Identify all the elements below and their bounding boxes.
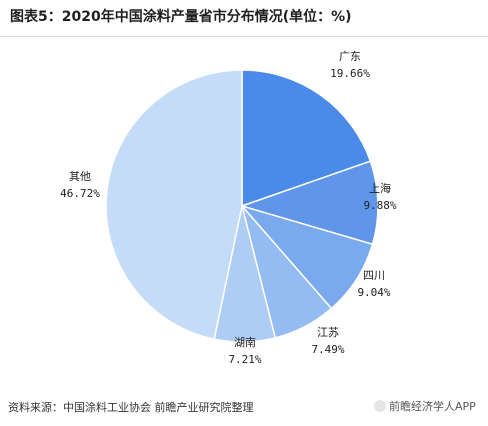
slice-label-2: 四川 [363, 269, 385, 282]
slice-value-5: 46.72% [60, 187, 100, 200]
pie-slices [105, 69, 379, 343]
watermark-label: 前瞻经济学人APP [389, 400, 476, 413]
source-note: 资料来源：中国涂料工业协会 前瞻产业研究院整理 [8, 401, 254, 414]
watermark-text: 前瞻经济学人APP [374, 398, 476, 414]
slice-value-0: 19.66% [330, 67, 370, 80]
title-divider [0, 36, 488, 37]
slice-label-3: 江苏 [317, 326, 339, 339]
watermark-icon [374, 400, 386, 412]
slice-label-4: 湖南 [234, 336, 256, 349]
slice-label-1: 上海 [369, 181, 391, 195]
pie-slice-5 [105, 69, 243, 341]
slice-value-2: 9.04% [357, 286, 390, 299]
chart-title: 图表5：2020年中国涂料产量省市分布情况(单位：%) [10, 9, 352, 25]
pie-slice-1 [239, 160, 379, 246]
slice-value-4: 7.21% [228, 353, 261, 366]
slice-value-1: 9.88% [363, 199, 396, 212]
slice-label-5: 其他 [69, 170, 91, 183]
slice-value-3: 7.49% [311, 343, 344, 356]
pie-labels: 广东 19.66% 上海 9.88% 四川 9.04% 江苏 7.49% 湖南 7.21% 其他 46… [60, 50, 397, 366]
slice-label-0: 广东 [339, 50, 361, 63]
